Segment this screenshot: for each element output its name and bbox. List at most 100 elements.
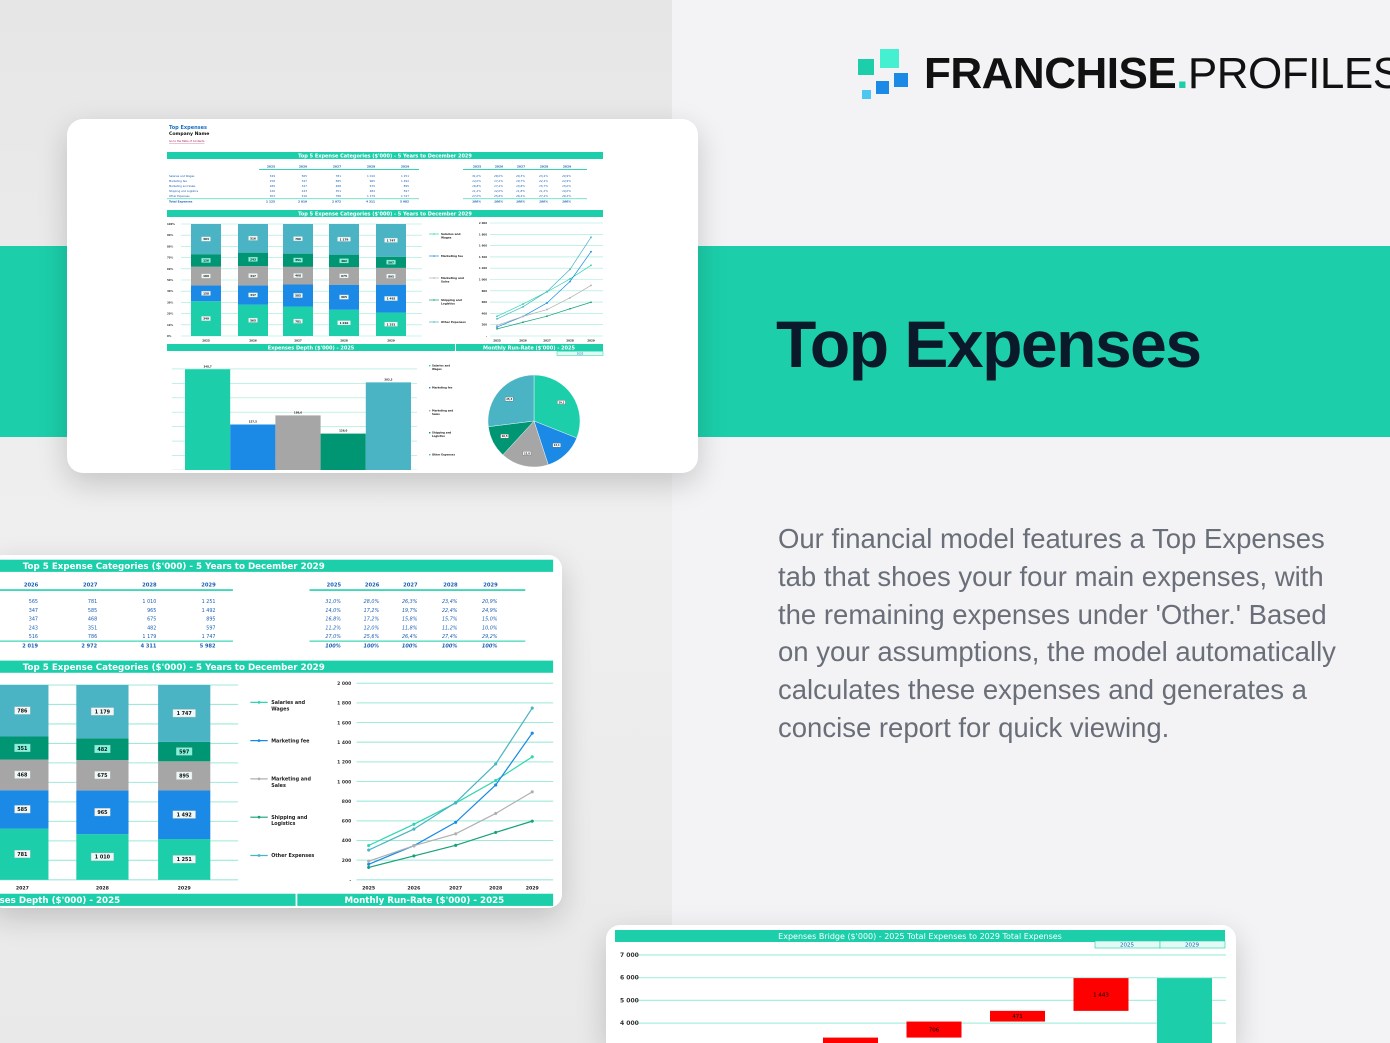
- pct-cell: 12,0%: [494, 189, 503, 193]
- y-tick-label: 600: [342, 819, 351, 825]
- table-cell: 468: [88, 617, 97, 623]
- depth-bar-label: 126,0: [339, 429, 347, 433]
- legend-label: Marketing and: [271, 777, 311, 783]
- bridge-legend-box[interactable]: [1159, 940, 1226, 949]
- table-cell: 482: [147, 625, 156, 631]
- data-label: 1 251: [177, 857, 193, 863]
- y-tick-label: 1 000: [479, 278, 487, 282]
- data-label-box: [384, 321, 398, 327]
- table-year-header: 2028: [142, 583, 157, 589]
- y-tick-label: 70%: [167, 256, 174, 260]
- y-tick-label: 30%: [167, 300, 174, 304]
- total-cell: 5 982: [200, 644, 216, 650]
- depth-bar: [230, 424, 276, 470]
- data-label: 675: [97, 773, 108, 779]
- bridge-bar-label: 706: [929, 1028, 940, 1034]
- legend-label: Shipping and: [441, 298, 462, 302]
- series-point: [367, 848, 371, 852]
- chart-title-bar: [0, 660, 554, 673]
- pct-cell: 28,0%: [364, 599, 380, 605]
- legend-label: Marketing fee: [271, 738, 310, 744]
- toc-link[interactable]: Go to the Table of Contents: [169, 139, 205, 143]
- y-tick-label: 100%: [167, 222, 175, 226]
- spreadsheet-preview-full: Top Expenses Company Name Go to the Table …: [67, 119, 698, 473]
- y-tick-label: 800: [342, 799, 351, 805]
- table-cell: 965: [147, 608, 156, 614]
- year-selector[interactable]: [556, 351, 604, 356]
- logo-mark-icon: [858, 49, 912, 99]
- y-tick-label: 400: [482, 311, 488, 315]
- table-cell: 675: [147, 617, 156, 623]
- chart-title-bar: [167, 210, 603, 217]
- data-label: 347: [250, 293, 256, 297]
- data-label: 351: [17, 746, 28, 752]
- pct-total-cell: 100%: [325, 644, 341, 650]
- data-label-box: [201, 236, 211, 242]
- series-point: [454, 820, 458, 824]
- y-tick-label: 7 000: [620, 952, 639, 959]
- pct-total-cell: 100%: [539, 200, 548, 204]
- legend-marker: [429, 365, 431, 367]
- data-label-box: [384, 296, 398, 301]
- depth-title-bar: [0, 893, 296, 906]
- pct-year-header: 2026: [365, 583, 380, 589]
- data-label-box: [337, 236, 351, 242]
- table-cell: 468: [336, 184, 342, 188]
- legend-marker: [433, 233, 435, 235]
- series-point: [496, 317, 498, 320]
- table-cell: 243: [29, 625, 38, 631]
- y-tick-label: 6 000: [620, 975, 639, 982]
- x-tick-label: 2025: [362, 885, 375, 891]
- table-title: Top 5 Expense Categories ($'000) - 5 Yea…: [23, 562, 325, 572]
- x-tick-label: 2027: [16, 885, 29, 891]
- pie-label: 29,1: [558, 401, 564, 404]
- table-header-rule: [0, 589, 233, 591]
- data-label-box: [248, 292, 258, 298]
- legend-marker: [429, 410, 431, 412]
- bridge-bar-label: 1 443: [1093, 992, 1109, 998]
- y-tick-label: 80%: [167, 244, 174, 248]
- depth-bar-label: 303,3: [384, 377, 392, 381]
- pie-label: 25,3: [506, 398, 512, 401]
- data-label-box: [339, 294, 349, 300]
- total-cell: 4 311: [141, 644, 157, 650]
- pct-year-header: 2029: [563, 165, 571, 169]
- series-point: [522, 303, 524, 305]
- pie-label: 15,8: [524, 452, 530, 455]
- pct-year-header: 2029: [483, 583, 498, 589]
- series-point: [367, 843, 371, 848]
- data-label: 468: [295, 274, 301, 278]
- legend-label: Shipping and: [271, 815, 308, 821]
- pie-label-box: [522, 451, 532, 456]
- data-label: 126: [203, 258, 209, 262]
- data-label: 1 492: [177, 813, 192, 819]
- table-cell: 351: [336, 189, 342, 193]
- series-point: [546, 315, 548, 318]
- data-label: 468: [17, 773, 28, 779]
- series-point: [530, 755, 534, 759]
- series-point: [522, 305, 524, 308]
- data-label-box: [172, 855, 196, 864]
- data-label: 786: [17, 708, 28, 714]
- data-label: 1 010: [340, 321, 349, 325]
- table-row-label: Salaries and Wages: [169, 174, 195, 178]
- pie-label-box: [500, 434, 509, 439]
- pct-cell: 26,3%: [516, 174, 525, 178]
- data-label: 585: [295, 294, 301, 298]
- legend-label: Logistics: [432, 434, 445, 438]
- data-label-box: [337, 320, 351, 326]
- pct-cell: 23,4%: [442, 599, 458, 605]
- total-cell: 2 972: [332, 200, 341, 204]
- data-label: 781: [17, 852, 28, 858]
- pct-total-cell: 100%: [364, 644, 380, 650]
- table-cell: 597: [206, 625, 215, 631]
- legend-label: Wages: [432, 367, 442, 371]
- pct-year-header: 2028: [540, 165, 548, 169]
- total-cell: 4 311: [366, 200, 375, 204]
- table-cell: 347: [302, 179, 308, 183]
- table-cell: 781: [336, 174, 342, 178]
- pct-year-header: 2027: [517, 165, 525, 169]
- legend-label: Salaries and: [441, 232, 461, 236]
- series-point: [494, 783, 498, 787]
- logo-light-text: PROFILES: [1187, 49, 1390, 98]
